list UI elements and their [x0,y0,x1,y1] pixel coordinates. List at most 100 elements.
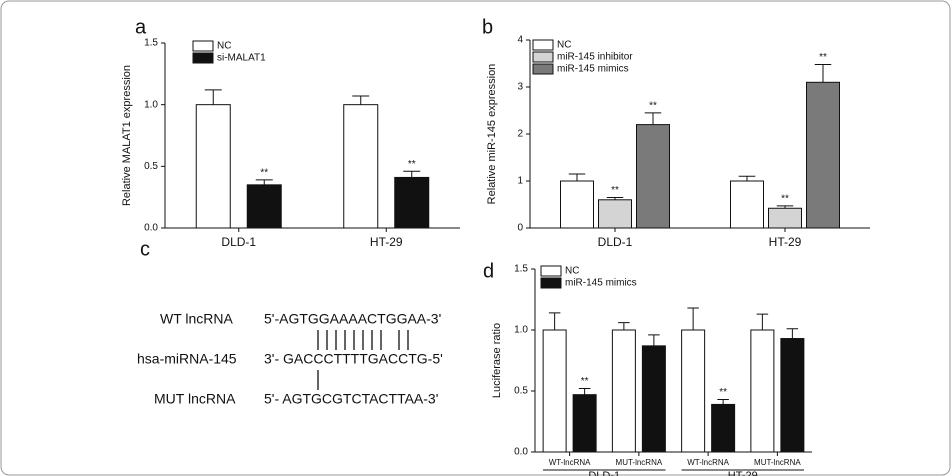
legend-swatch [532,51,554,63]
bar [246,184,282,229]
legend-swatch [540,277,562,289]
error-bar [255,179,273,185]
row-name: WT lncRNA [160,311,234,327]
chart-panel: d Luciferase ratio 0.0 0.5 1.0 1.5 WT-lncRNA **… [483,260,812,476]
y-axis-label: Luciferase ratio [491,323,503,398]
error-bar [738,175,756,181]
bar [542,329,567,453]
bar [711,403,736,453]
error-bar [618,322,630,330]
panel-c: c WT lncRNA 5'-AGTGGAAAACTGGAA-3' hsa-mi… [137,238,443,406]
bar [806,81,840,229]
x-tick-label: WT-lncRNA [687,458,729,467]
bar [394,176,430,229]
sequence: 5'- AGTGCGTCTACTTAA-3' [264,391,438,407]
bar [195,104,231,229]
error-bar [204,89,222,105]
legend-swatch [192,52,214,64]
significance: ** [408,159,416,170]
legend-swatch [192,40,214,52]
sequence: 5'-AGTGGAAAACTGGAA-3' [264,311,441,327]
significance: ** [781,194,789,205]
y-tick-label: 0.5 [514,386,528,397]
sequence: 3'- GACCCTTTTGACCTG-5' [264,351,443,367]
bar [560,180,594,229]
significance: ** [581,376,589,387]
y-tick-label: 1.0 [514,325,528,336]
x-tick-label: MUT-lncRNA [616,458,663,467]
x-tick-label: HT-29 [769,235,802,249]
bar [780,338,805,453]
chart-panel: b Relative miR-145 expression 0 1 2 3 4 DLD-1 **… [482,16,870,249]
y-tick-label: 3 [517,82,523,93]
bar [730,180,764,229]
bar [641,345,666,453]
legend-swatch [540,265,562,277]
group-label: HT-29 [728,470,758,476]
y-tick-label: 4 [517,35,523,46]
legend-label: NC [557,40,571,51]
legend-label: NC [217,41,231,52]
bar [636,124,670,229]
significance: ** [719,387,727,398]
y-axis-label: Relative MALAT1 expression [121,65,133,206]
bar [611,329,636,453]
error-bar [578,388,591,395]
error-bar [644,112,662,125]
error-bar [606,196,624,200]
significance: ** [611,185,619,196]
y-tick-label: 0 [517,223,523,234]
y-tick-label: 0.0 [144,223,158,234]
pairing-lines [317,330,409,390]
error-bar [776,205,794,209]
y-tick-label: 0.0 [514,447,528,458]
error-bar [352,95,370,105]
row-name: MUT lncRNA [154,391,236,407]
y-tick-label: 0.5 [144,161,158,172]
bar [681,329,706,453]
error-bar [687,307,699,330]
row-name: hsa-miRNA-145 [137,351,237,367]
legend-label: miR-145 mimics [557,64,629,75]
error-bar [568,173,586,181]
legend-label: miR-145 mimics [565,278,637,289]
y-tick-label: 1 [517,176,523,187]
bar [572,394,597,453]
error-bar [548,312,561,330]
x-tick-label: HT-29 [370,235,403,249]
error-bar [648,334,660,346]
panel-label: c [140,238,150,260]
x-tick-label: MUT-lncRNA [754,458,801,467]
legend-label: si-MALAT1 [217,53,266,64]
panel-label: d [483,260,494,282]
significance: ** [819,52,827,63]
x-tick-label: DLD-1 [221,235,256,249]
bar [768,207,802,229]
y-tick-label: 2 [517,129,523,140]
panel-label: b [482,16,493,38]
panel-label: a [135,16,147,38]
significance: ** [649,100,657,111]
y-tick-label: 1.5 [514,264,528,275]
legend-label: miR-145 inhibitor [557,52,633,63]
y-tick-label: 1.5 [144,38,158,49]
chart-panel: a Relative MALAT1 expression 0.0 0.5 1.0 1.5 D… [121,16,460,249]
error-bar [403,170,421,178]
bar [750,329,775,453]
legend-label: NC [565,266,579,277]
significance: ** [260,168,268,179]
x-tick-label: DLD-1 [598,235,633,249]
legend-swatch [532,39,554,51]
error-bar [756,313,769,330]
legend-swatch [532,63,554,75]
y-tick-label: 1.0 [144,99,158,110]
y-axis-label: Relative miR-145 expression [486,64,498,205]
bar [343,104,379,229]
bar [598,199,632,229]
error-bar [814,63,832,83]
group-label: DLD-1 [588,470,620,476]
error-bar [717,399,729,405]
x-tick-label: WT-lncRNA [549,458,591,467]
